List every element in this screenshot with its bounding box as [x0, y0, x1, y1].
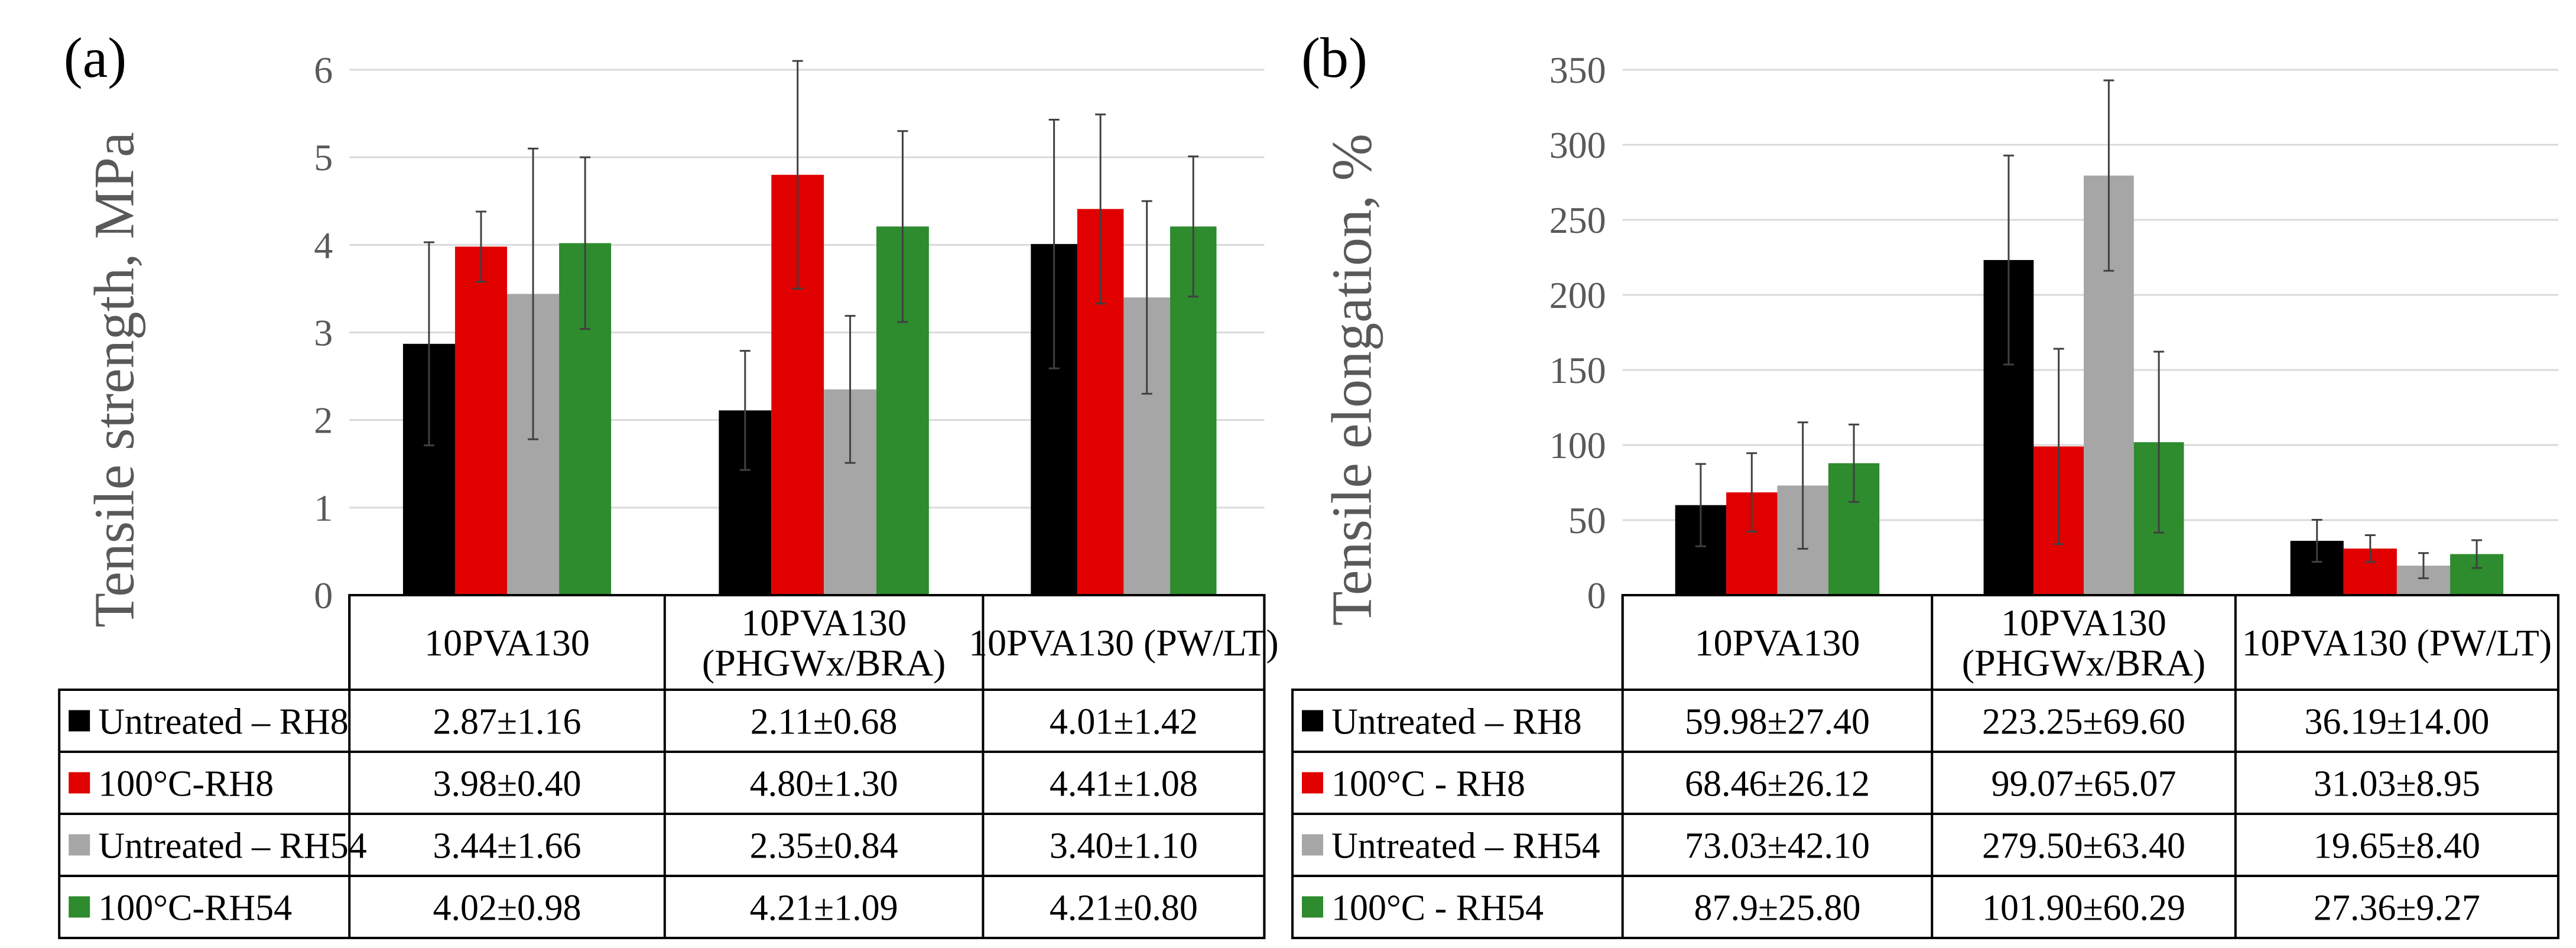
y-tick-label: 200 [1550, 274, 1606, 316]
y-tick-label: 6 [314, 49, 333, 91]
row-label: 100°C - RH54 [1331, 888, 1544, 928]
column-header: 10PVA130 [1695, 622, 1860, 664]
column-header-line: (PHGWx/BRA) [1962, 642, 2205, 684]
table-cell: 2.35±0.84 [750, 826, 898, 866]
y-tick-label: 300 [1550, 124, 1606, 166]
row-label: 100°C-RH8 [98, 764, 274, 804]
y-tick-label: 1 [314, 487, 333, 529]
table-cell: 3.40±1.10 [1050, 826, 1198, 866]
row-label: Untreated – RH8 [98, 702, 349, 742]
legend-swatch [69, 896, 90, 918]
y-tick-label: 0 [1587, 574, 1606, 616]
column-header: 10PVA130 (PW/LT) [969, 622, 1279, 664]
y-tick-label: 250 [1550, 199, 1606, 241]
table-cell: 31.03±8.95 [2314, 764, 2480, 804]
table-cell: 101.90±60.29 [1982, 888, 2185, 928]
bar [454, 246, 508, 596]
y-axis-label: Tensile elongation, % [1320, 134, 1383, 626]
panel-label: (b) [1301, 26, 1367, 89]
y-tick-label: 100 [1550, 424, 1606, 466]
table-cell: 223.25±69.60 [1982, 702, 2185, 742]
column-header: 10PVA130 [424, 622, 590, 664]
row-label: Untreated – RH8 [1331, 702, 1582, 742]
table-cell: 3.44±1.66 [433, 826, 582, 866]
row-label: 100°C-RH54 [98, 888, 292, 928]
legend-swatch [1302, 710, 1324, 732]
legend-swatch [1302, 834, 1324, 856]
legend-swatch [1302, 772, 1324, 794]
table-cell: 3.98±0.40 [433, 764, 582, 804]
y-tick-label: 4 [314, 224, 333, 266]
column-header: 10PVA130 (PW/LT) [2242, 622, 2552, 664]
column-header-line: 10PVA130 (PW/LT) [2242, 622, 2552, 664]
table-cell: 4.21±0.80 [1050, 888, 1198, 928]
table-cell: 4.01±1.42 [1050, 702, 1198, 742]
table-cell: 4.21±1.09 [750, 888, 898, 928]
y-tick-label: 50 [1568, 499, 1606, 541]
y-axis-label: Tensile strength, MPa [82, 132, 145, 628]
column-header-line: 10PVA130 [424, 622, 590, 664]
table-cell: 19.65±8.40 [2314, 826, 2480, 866]
table-cell: 4.02±0.98 [433, 888, 582, 928]
table-cell: 2.11±0.68 [751, 702, 898, 742]
column-header-line: 10PVA130 (PW/LT) [969, 622, 1279, 664]
table-cell: 59.98±27.40 [1685, 702, 1870, 742]
table-cell: 87.9±25.80 [1694, 888, 1860, 928]
y-tick-label: 150 [1550, 349, 1606, 391]
column-header-line: 10PVA130 [741, 602, 907, 644]
y-tick-label: 3 [314, 312, 333, 354]
table-cell: 68.46±26.12 [1685, 764, 1870, 804]
table-cell: 99.07±65.07 [1992, 764, 2177, 804]
column-header-line: 10PVA130 [2001, 602, 2166, 644]
row-label: Untreated – RH54 [98, 826, 367, 866]
panel-b: (b) Tensile elongation, % 0 50 100 150 200 250 3… [1291, 26, 2559, 939]
table-cell: 36.19±14.00 [2304, 702, 2489, 742]
y-tick-label: 350 [1550, 49, 1606, 91]
panel-label: (a) [64, 26, 127, 89]
table-cell: 2.87±1.16 [433, 702, 582, 742]
legend-swatch [69, 710, 90, 732]
legend-swatch [69, 834, 90, 856]
column-header-line: 10PVA130 [1695, 622, 1860, 664]
legend-swatch [1302, 896, 1324, 918]
column-header: 10PVA130 (PHGWx/BRA) [702, 602, 946, 684]
y-tick-label: 2 [314, 400, 333, 441]
table-cell: 4.80±1.30 [750, 764, 898, 804]
legend-swatch [69, 772, 90, 794]
row-label: 100°C - RH8 [1331, 764, 1525, 804]
table-cell: 73.03±42.10 [1685, 826, 1870, 866]
column-header-line: (PHGWx/BRA) [702, 642, 946, 684]
table-cell: 279.50±63.40 [1982, 826, 2185, 866]
row-label: Untreated – RH54 [1331, 826, 1600, 866]
table-cell: 27.36±9.27 [2314, 888, 2480, 928]
column-header: 10PVA130 (PHGWx/BRA) [1962, 602, 2205, 684]
y-tick-label: 0 [314, 574, 333, 616]
table-cell: 4.41±1.08 [1050, 764, 1198, 804]
y-tick-label: 5 [314, 137, 333, 178]
